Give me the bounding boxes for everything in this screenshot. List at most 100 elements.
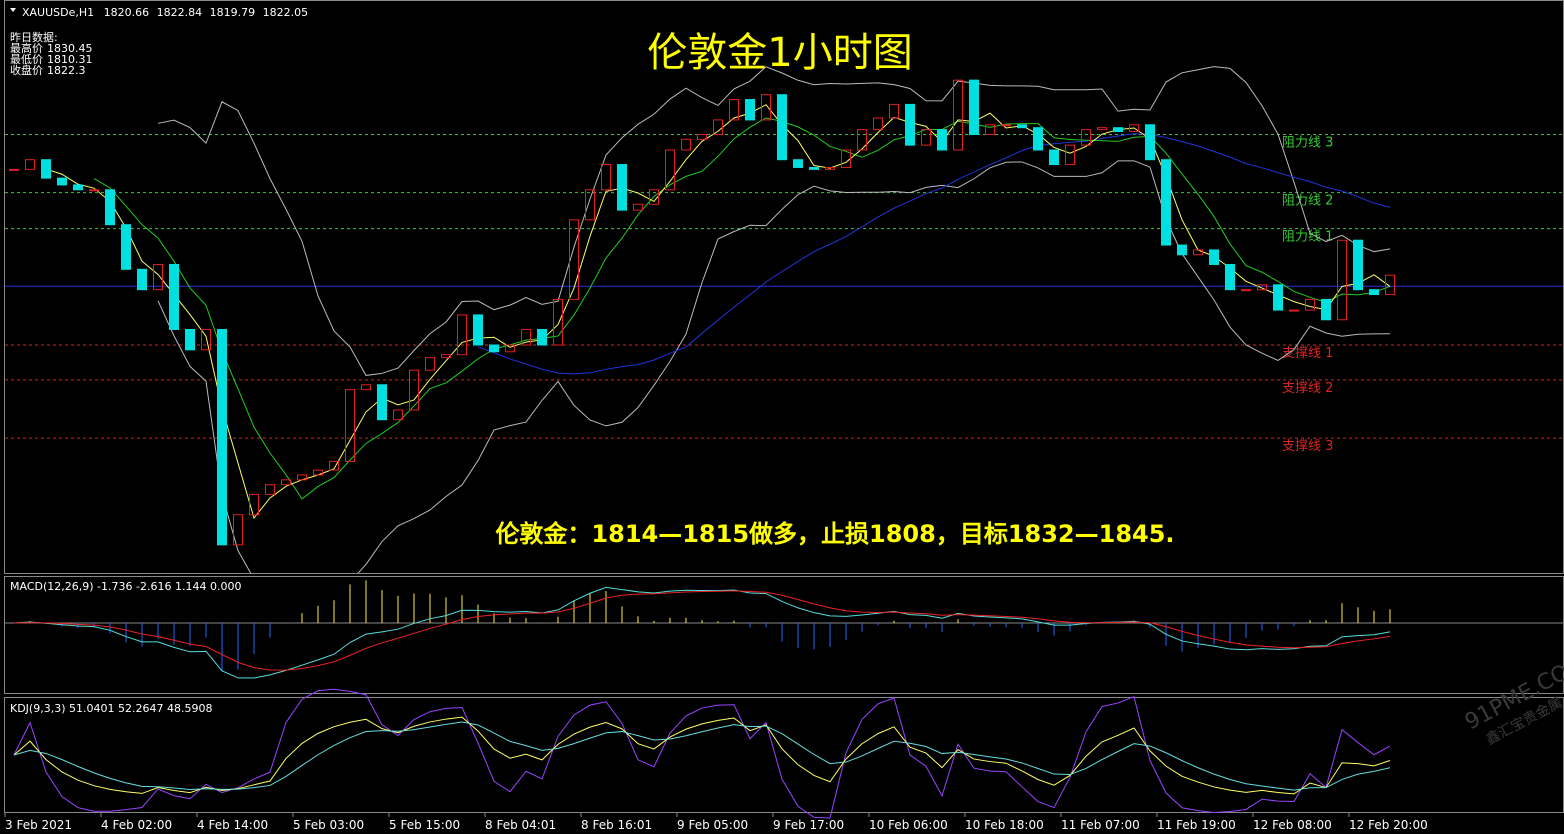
candle (313, 469, 323, 476)
watermark: 91PME.COM 鑫汇宝贵金属 (1461, 651, 1564, 748)
x-tick-label: 9 Feb 17:00 (773, 818, 844, 832)
candle (585, 189, 595, 221)
level-label: 支撑线 2 (1282, 381, 1333, 396)
candle (665, 149, 675, 191)
candle (9, 168, 19, 171)
x-tick-label: 10 Feb 06:00 (869, 818, 948, 832)
candle (153, 263, 163, 291)
candle (1257, 284, 1267, 291)
bollinger-lower (157, 160, 1391, 573)
candle (1177, 244, 1187, 256)
candle (969, 79, 979, 135)
candle (521, 328, 531, 346)
candle (121, 224, 131, 270)
x-tick-label: 10 Feb 18:00 (965, 818, 1044, 832)
candle (457, 314, 467, 356)
info-title: 昨日数据: (10, 30, 58, 44)
macd-value: 1.144 (175, 580, 207, 593)
candle (473, 314, 483, 346)
candle (1321, 298, 1331, 321)
candle (1225, 263, 1235, 291)
kdj-j (13, 688, 1391, 819)
symbol: XAUUSDe,H1 (22, 6, 94, 19)
candle (537, 328, 547, 346)
candle (841, 149, 851, 168)
macd-value: -2.616 (136, 580, 171, 593)
candle (953, 79, 963, 151)
candle (1209, 249, 1219, 265)
candle (1241, 289, 1251, 292)
candle (377, 384, 387, 421)
candle (1113, 127, 1123, 133)
candle (329, 460, 339, 471)
macd-value: 0.000 (210, 580, 242, 593)
candle (297, 474, 307, 481)
candle (489, 344, 499, 353)
level-label: 阻力线 1 (1282, 230, 1333, 245)
x-tick-label: 5 Feb 03:00 (293, 818, 364, 832)
plot-area: 阻力线 3 阻力线 2 阻力线 1 支撑线 1 支撑线 2 支撑线 3 (5, 66, 1563, 573)
candle (57, 177, 67, 186)
quote: 1822.84 (157, 6, 203, 19)
level-label: 阻力线 2 (1282, 194, 1333, 209)
kdj-panel (4, 697, 1564, 813)
candle (1353, 239, 1363, 291)
info-label: 最高价 (10, 41, 43, 55)
chart-title: 伦敦金1小时图 (647, 30, 912, 76)
quote: 1819.79 (210, 6, 256, 19)
candle (185, 328, 195, 351)
candle (441, 354, 451, 359)
candle (857, 129, 867, 151)
candle (201, 328, 211, 351)
candle (905, 103, 915, 146)
kdj-label: KDJ(9,3,3) (10, 702, 66, 715)
candle (1273, 284, 1283, 311)
candle (1289, 309, 1299, 312)
candle (1097, 127, 1107, 131)
candle (809, 166, 819, 170)
candle (265, 484, 275, 495)
quote: 1820.66 (104, 6, 150, 19)
candle (409, 369, 419, 411)
candle (553, 298, 563, 346)
macd-header: MACD(12,26,9) -1.736 -2.616 1.144 0.000 (10, 580, 241, 593)
candle (1385, 274, 1395, 296)
x-tick-label: 8 Feb 04:01 (485, 818, 556, 832)
candle (1337, 239, 1347, 321)
x-tick-label: 9 Feb 05:00 (677, 818, 748, 832)
candle (649, 189, 659, 205)
kdj-value: 48.5908 (167, 702, 213, 715)
candle (169, 263, 179, 330)
candle (25, 159, 35, 170)
candle (921, 129, 931, 146)
candle (793, 159, 803, 168)
bollinger-upper (157, 66, 1391, 376)
candle (697, 133, 707, 140)
candle (617, 164, 627, 211)
strategy-note: 伦敦金：1814—1815做多，止损1808，目标1832—1845. (495, 520, 1174, 548)
macd-signal (13, 590, 1391, 671)
info-label: 收盘价 (10, 63, 43, 77)
kdj-value: 51.0401 (69, 702, 115, 715)
menu-arrow (10, 8, 16, 12)
info-value: 1810.31 (47, 53, 93, 66)
candle (1001, 124, 1011, 127)
kdj-d (13, 721, 1391, 791)
candle (1017, 124, 1027, 129)
candle (601, 164, 611, 191)
candle (345, 389, 355, 462)
candle (41, 159, 51, 179)
candle (393, 409, 403, 421)
candle (985, 124, 995, 135)
info-line: 最高价 1830.45 (10, 41, 93, 55)
x-tick-label: 11 Feb 07:00 (1061, 818, 1140, 832)
candle (729, 99, 739, 121)
candle (1129, 124, 1139, 133)
candle (233, 514, 243, 546)
macd-value: -1.736 (97, 580, 132, 593)
candle (249, 493, 259, 516)
candle (425, 357, 435, 371)
x-tick-label: 11 Feb 19:00 (1157, 818, 1236, 832)
